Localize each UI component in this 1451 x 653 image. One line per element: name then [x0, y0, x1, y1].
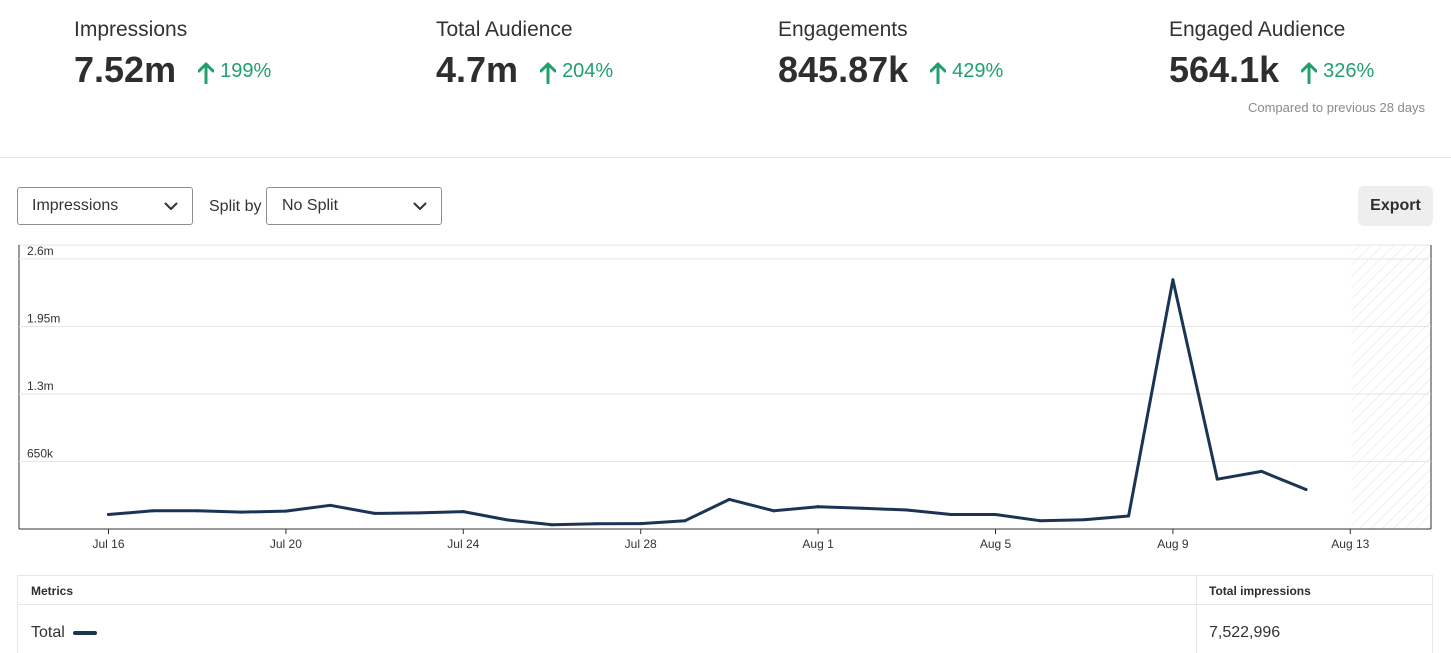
table-header-metrics: Metrics — [31, 584, 74, 598]
table-header-divider — [18, 604, 1432, 605]
data-point — [1127, 514, 1131, 518]
data-point — [550, 523, 554, 527]
table-row-value: 7,522,996 — [1209, 624, 1281, 641]
kpi-change: 199% — [198, 59, 272, 84]
series-line-total — [107, 278, 1308, 527]
impressions-line-chart: 650k 1.3m 1.95m 2.6m Jul 16 Jul 20 Jul 24 Jul 2… — [18, 244, 1432, 551]
kpi-change: 326% — [1301, 59, 1375, 84]
kpi-total-audience: Total Audience 4.7m 204% — [436, 16, 613, 92]
kpi-change-value: 204% — [562, 59, 614, 82]
x-tick-label: Jul 24 — [447, 537, 479, 551]
y-tick-label: 650k — [27, 447, 54, 461]
section-divider — [0, 157, 1451, 158]
arrow-up-icon — [930, 62, 947, 84]
x-tick-label: Aug 1 — [802, 537, 834, 551]
kpi-label: Total Audience — [436, 18, 573, 41]
arrow-up-icon — [198, 62, 215, 84]
data-point — [417, 511, 421, 515]
split-select[interactable]: No Split — [266, 187, 442, 225]
data-point — [1038, 519, 1042, 523]
export-button[interactable]: Export — [1358, 186, 1433, 226]
data-point — [328, 503, 332, 507]
arrow-up-icon — [1301, 62, 1318, 84]
kpi-value: 564.1k — [1169, 49, 1280, 90]
kpi-change-value: 199% — [220, 59, 272, 82]
data-point — [1215, 477, 1219, 481]
kpi-change-value: 326% — [1323, 59, 1375, 82]
data-point — [284, 509, 288, 513]
split-by-label: Split by — [209, 198, 262, 215]
kpi-impressions: Impressions 7.52m 199% — [74, 16, 271, 92]
metrics-table: Metrics Total impressions Total 7,522,99… — [17, 575, 1433, 653]
kpi-change: 429% — [930, 59, 1004, 84]
data-point — [151, 509, 155, 513]
data-point — [860, 506, 864, 510]
data-point — [639, 522, 643, 526]
metric-select-value: Impressions — [32, 197, 119, 214]
kpi-value: 4.7m — [436, 49, 519, 90]
kpi-value: 845.87k — [778, 49, 909, 90]
x-tick-label: Aug 9 — [1157, 537, 1189, 551]
data-point — [373, 511, 377, 515]
x-tick-label: Jul 28 — [625, 537, 657, 551]
series-color-swatch — [72, 631, 97, 635]
kpi-label: Engaged Audience — [1169, 18, 1346, 41]
data-point — [594, 522, 598, 526]
partial-period-hatch — [1351, 245, 1431, 529]
data-point — [1260, 469, 1264, 473]
data-point — [727, 497, 731, 501]
x-tick-label: Aug 13 — [1331, 537, 1369, 551]
kpi-label: Engagements — [778, 18, 908, 41]
x-tick-label: Jul 20 — [270, 537, 302, 551]
chevron-down-icon — [413, 202, 427, 210]
x-tick-label: Aug 5 — [980, 537, 1012, 551]
data-point — [1304, 488, 1308, 492]
table-column-divider — [1196, 576, 1197, 653]
y-tick-label: 1.95m — [27, 312, 60, 326]
metric-select[interactable]: Impressions — [17, 187, 193, 225]
arrow-up-icon — [540, 62, 557, 84]
data-point — [772, 509, 776, 513]
data-point — [506, 518, 510, 522]
comparison-note: Compared to previous 28 days — [1247, 100, 1425, 115]
y-tick-label: 2.6m — [27, 244, 54, 258]
series-name: Total — [31, 624, 65, 641]
data-point — [1082, 518, 1086, 522]
kpi-engagements: Engagements 845.87k 429% — [778, 16, 1003, 92]
data-point — [107, 512, 110, 516]
table-header-total-impressions: Total impressions — [1209, 584, 1311, 598]
kpi-engaged-audience: Engaged Audience 564.1k 326% — [1169, 16, 1374, 92]
table-row-label: Total — [31, 624, 97, 642]
kpi-value: 7.52m — [74, 49, 177, 90]
kpi-label: Impressions — [74, 18, 188, 41]
kpi-change: 204% — [540, 59, 614, 84]
data-point — [683, 519, 687, 523]
data-point — [949, 512, 953, 516]
x-tick-label: Jul 16 — [92, 537, 124, 551]
split-select-value: No Split — [282, 197, 339, 214]
data-point — [195, 509, 199, 513]
data-point — [816, 505, 820, 509]
data-point — [461, 510, 465, 514]
kpi-change-value: 429% — [952, 59, 1004, 82]
data-point — [905, 508, 909, 512]
data-point — [1171, 278, 1175, 282]
data-point — [994, 512, 997, 516]
chevron-down-icon — [164, 202, 178, 210]
y-tick-label: 1.3m — [27, 379, 54, 393]
data-point — [240, 510, 244, 514]
